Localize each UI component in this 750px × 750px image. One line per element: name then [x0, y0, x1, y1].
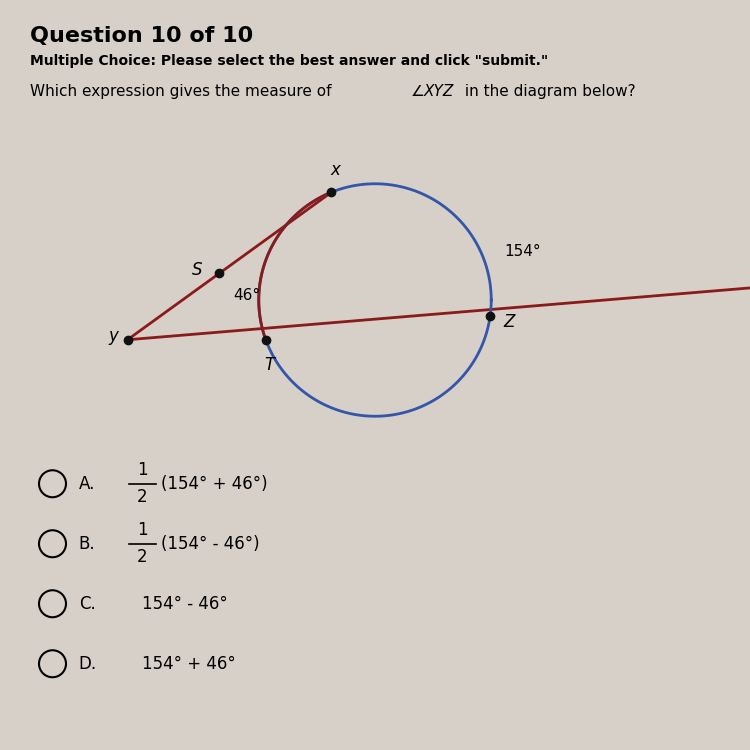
- Text: Question 10 of 10: Question 10 of 10: [30, 26, 254, 46]
- Text: Which expression gives the measure of: Which expression gives the measure of: [30, 84, 336, 99]
- Text: 2: 2: [137, 488, 148, 506]
- Text: 154° + 46°: 154° + 46°: [142, 655, 236, 673]
- Text: Z: Z: [503, 314, 515, 332]
- Text: x: x: [330, 160, 340, 178]
- Text: in the diagram below?: in the diagram below?: [460, 84, 636, 99]
- Text: D.: D.: [79, 655, 97, 673]
- Text: 154° - 46°: 154° - 46°: [142, 595, 228, 613]
- Text: 1: 1: [137, 521, 148, 539]
- Text: C.: C.: [79, 595, 95, 613]
- Text: 1: 1: [137, 461, 148, 479]
- Text: S: S: [192, 260, 202, 278]
- Text: ∠: ∠: [410, 84, 424, 99]
- Text: (154° + 46°): (154° + 46°): [161, 475, 268, 493]
- Text: 46°: 46°: [232, 288, 260, 303]
- Text: A.: A.: [79, 475, 95, 493]
- Text: B.: B.: [79, 535, 95, 553]
- Text: y: y: [109, 327, 118, 345]
- Text: T: T: [265, 356, 274, 374]
- Text: XYZ: XYZ: [424, 84, 454, 99]
- Text: (154° - 46°): (154° - 46°): [161, 535, 260, 553]
- Text: Multiple Choice: Please select the best answer and click "submit.": Multiple Choice: Please select the best …: [30, 54, 548, 68]
- Text: 154°: 154°: [505, 244, 542, 259]
- Text: 2: 2: [137, 548, 148, 566]
